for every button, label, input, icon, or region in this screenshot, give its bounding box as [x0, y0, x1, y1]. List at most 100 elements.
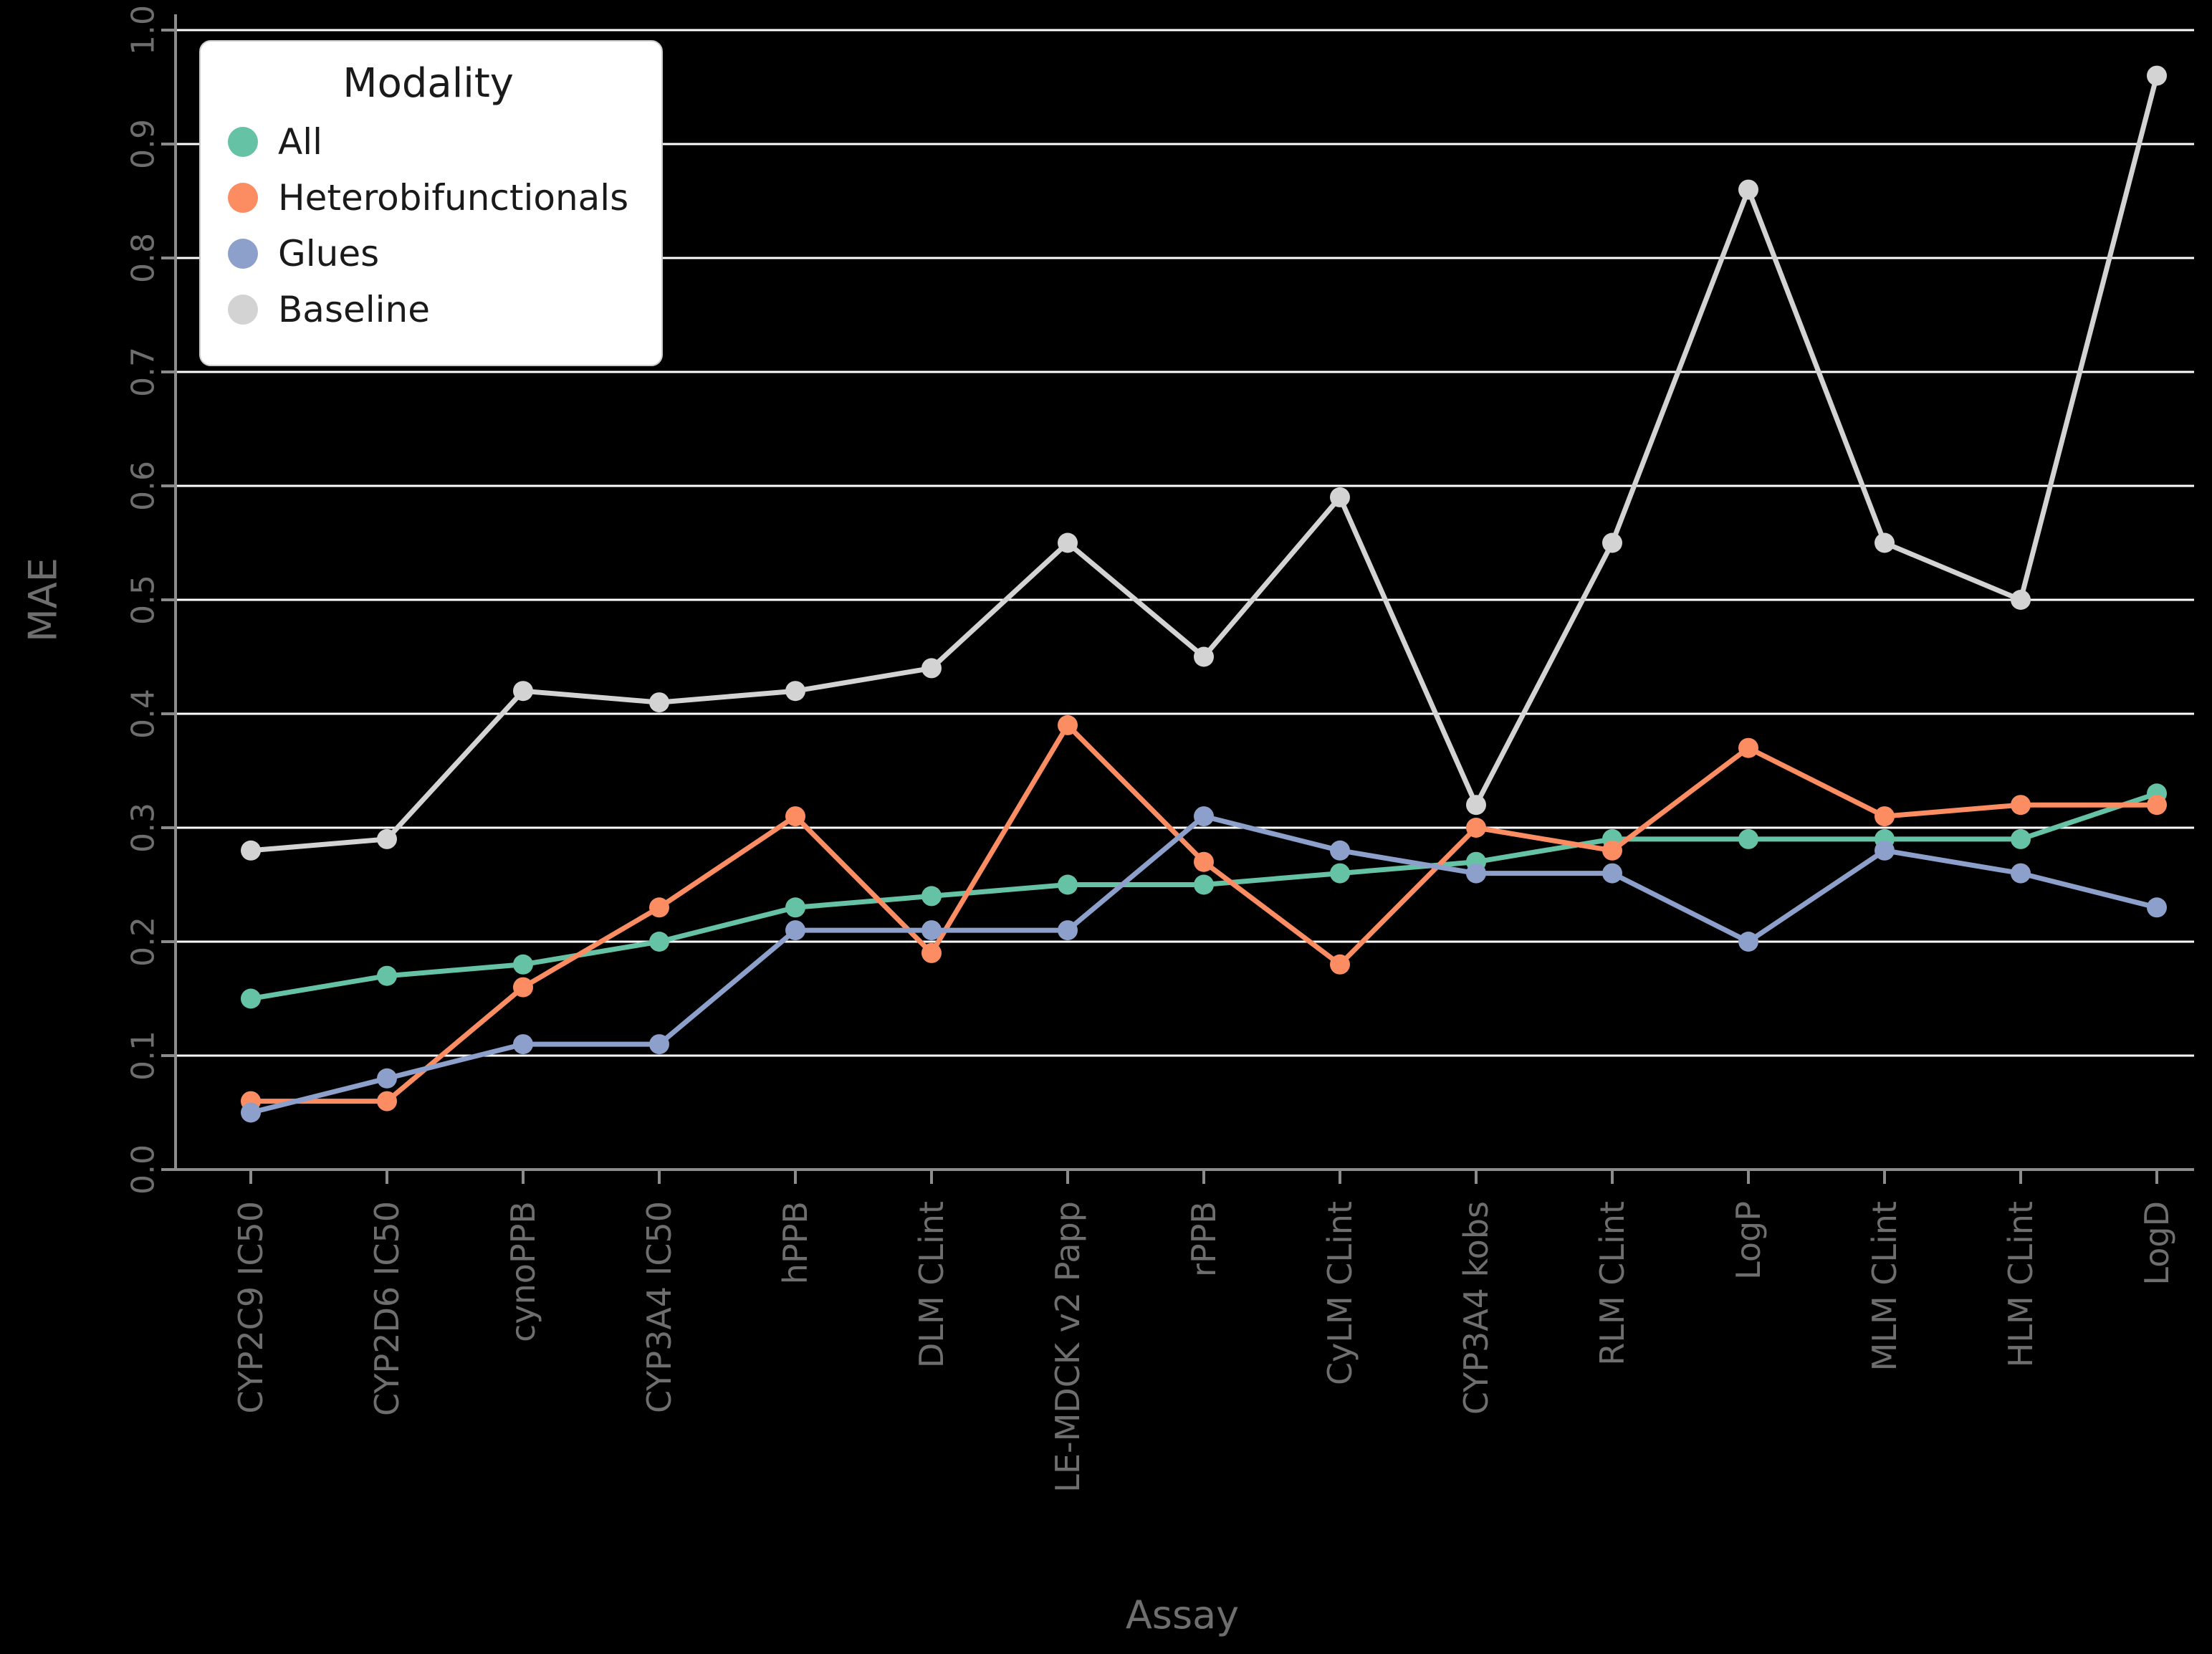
x-tick-label: CYP2D6 IC50 — [368, 1201, 406, 1416]
data-point — [241, 988, 261, 1009]
all-marker-icon — [228, 127, 258, 157]
x-axis-label: Assay — [1125, 1592, 1240, 1638]
y-tick-label: 0.5 — [125, 575, 162, 625]
x-tick-label: RLM CLint — [1593, 1201, 1632, 1366]
data-point — [377, 828, 397, 849]
data-point — [2011, 828, 2031, 849]
x-tick-label: LogD — [2137, 1201, 2176, 1286]
legend-item-label: Glues — [278, 233, 380, 274]
data-point — [513, 1034, 533, 1055]
y-tick-label: 0.0 — [125, 1144, 162, 1195]
data-point — [377, 1091, 397, 1112]
data-point — [513, 681, 533, 702]
y-tick-label: 0.9 — [125, 119, 162, 169]
data-point — [1330, 487, 1350, 507]
x-tick-label: LE-MDCK v2 Papp — [1048, 1201, 1087, 1493]
data-point — [241, 1102, 261, 1123]
legend-items: All Heterobifunctionals Glues Baseline — [228, 121, 628, 330]
data-point — [785, 897, 805, 918]
y-axis-label: MAE — [20, 558, 66, 642]
data-point — [1602, 840, 1622, 861]
gridlines — [176, 29, 2194, 1171]
data-point — [1875, 532, 1895, 553]
data-point — [1602, 532, 1622, 553]
data-point — [513, 977, 533, 998]
legend-title: Modality — [343, 60, 514, 107]
legend-item-label: Baseline — [278, 289, 430, 330]
x-tick-label: CYP3A4 kobs — [1457, 1201, 1495, 1415]
y-tick-label: 1.0 — [125, 5, 162, 55]
y-tick-label: 0.3 — [125, 803, 162, 853]
legend-item-baseline: Baseline — [228, 289, 628, 330]
legend-item-heterobifunctionals: Heterobifunctionals — [228, 177, 628, 219]
y-tick-label: 0.2 — [125, 917, 162, 967]
glues-marker-icon — [228, 239, 258, 269]
data-point — [2011, 590, 2031, 610]
x-tick-label: hPPB — [776, 1201, 815, 1284]
data-point — [921, 886, 942, 907]
data-point — [377, 1068, 397, 1089]
data-point — [2011, 863, 2031, 884]
x-tick-label: cynoPPB — [504, 1201, 542, 1342]
data-point — [1875, 840, 1895, 861]
legend-item-label: Heterobifunctionals — [278, 177, 629, 219]
x-tick-label: CYP3A4 IC50 — [640, 1201, 679, 1413]
y-tick-label: 0.8 — [125, 233, 162, 283]
data-point — [1466, 863, 1486, 884]
series-baseline — [241, 65, 2167, 861]
data-point — [921, 942, 942, 963]
data-point — [785, 920, 805, 941]
data-point — [649, 932, 669, 952]
data-point — [921, 658, 942, 679]
x-tick-label: HLM CLint — [2001, 1201, 2040, 1367]
series-all — [241, 783, 2167, 1009]
data-point — [1058, 874, 1078, 895]
data-point — [921, 920, 942, 941]
data-point — [2147, 897, 2167, 918]
data-point — [649, 1034, 669, 1055]
data-point — [1194, 806, 1214, 827]
x-tick-label: MLM CLint — [1865, 1201, 1904, 1371]
data-point — [1058, 920, 1078, 941]
legend-item-all: All — [228, 121, 628, 163]
data-point — [1738, 179, 1758, 200]
legend: Modality All Heterobifunctionals Glues Base… — [199, 40, 664, 366]
series-glues — [241, 806, 2167, 1123]
data-point — [1330, 840, 1350, 861]
data-point — [1466, 795, 1486, 816]
data-point — [785, 806, 805, 827]
legend-item-glues: Glues — [228, 233, 628, 274]
series-heterobifunctionals — [241, 714, 2167, 1112]
data-point — [1466, 818, 1486, 838]
data-point — [1738, 828, 1758, 849]
data-point — [1058, 532, 1078, 553]
legend-item-label: All — [278, 121, 322, 163]
y-tick-label: 0.7 — [125, 347, 162, 397]
data-point — [377, 965, 397, 986]
data-point — [241, 840, 261, 861]
x-tick-label: CYP2C9 IC50 — [231, 1201, 270, 1414]
x-tick-label: DLM CLint — [912, 1201, 951, 1368]
y-tick-label: 0.6 — [125, 461, 162, 511]
data-point — [2147, 65, 2167, 86]
data-point — [513, 954, 533, 975]
data-point — [2147, 795, 2167, 816]
data-point — [1738, 737, 1758, 758]
y-tick-label: 0.4 — [125, 689, 162, 739]
data-point — [1194, 646, 1214, 667]
data-point — [1194, 874, 1214, 895]
data-point — [2011, 795, 2031, 816]
baseline-marker-icon — [228, 295, 258, 325]
data-point — [1058, 714, 1078, 735]
data-point — [785, 681, 805, 702]
x-tick-label: LogP — [1729, 1201, 1768, 1280]
x-tick-label: rPPB — [1184, 1201, 1223, 1277]
x-tick-label: CyLM CLint — [1321, 1201, 1359, 1385]
data-point — [649, 897, 669, 918]
data-point — [1875, 806, 1895, 827]
y-tick-label: 0.1 — [125, 1031, 162, 1081]
heterobifunctionals-marker-icon — [228, 183, 258, 213]
data-point — [1330, 863, 1350, 884]
